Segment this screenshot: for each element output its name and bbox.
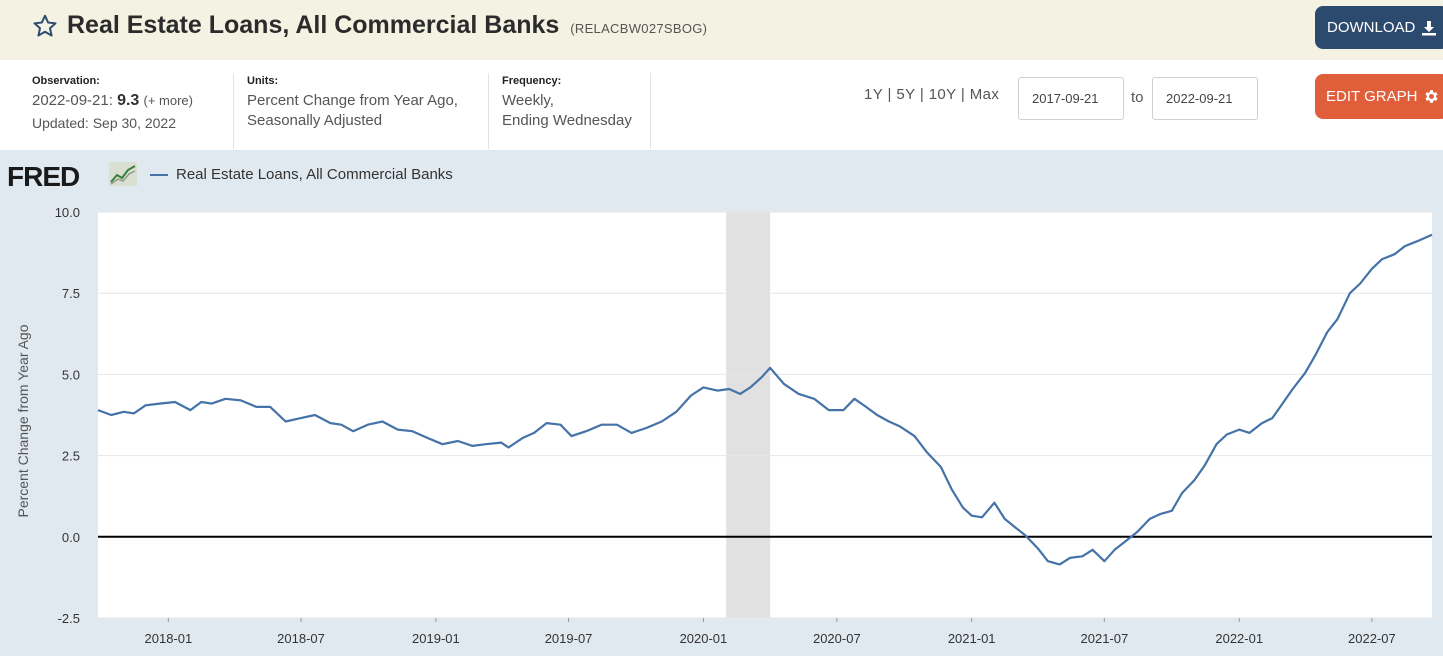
- frequency-block: Frequency: Weekly, Ending Wednesday: [488, 73, 650, 149]
- title-bar: Real Estate Loans, All Commercial Banks …: [0, 0, 1443, 60]
- meta-divider: [650, 73, 651, 149]
- x-tick-label: 2018-01: [145, 631, 193, 646]
- series-title: Real Estate Loans, All Commercial Banks …: [67, 11, 707, 40]
- y-tick-label: 5.0: [62, 367, 80, 382]
- range-1y-link[interactable]: 1Y: [864, 86, 883, 103]
- range-max-link[interactable]: Max: [969, 86, 1000, 103]
- y-axis-label: Percent Change from Year Ago: [15, 324, 31, 517]
- range-sep: |: [887, 86, 892, 103]
- range-links: 1Y | 5Y | 10Y | Max: [864, 86, 999, 103]
- range-5y-link[interactable]: 5Y: [896, 86, 916, 103]
- metadata-bar: Observation: 2022-09-21: 9.3 (+ more) Up…: [0, 60, 1443, 150]
- to-label: to: [1131, 89, 1144, 106]
- observation-label: Observation:: [32, 75, 100, 87]
- chart-legend: Real Estate Loans, All Commercial Banks: [150, 166, 453, 183]
- units-block: Units: Percent Change from Year Ago, Sea…: [233, 73, 488, 149]
- x-tick-label: 2021-01: [948, 631, 996, 646]
- fred-graph-icon: [109, 162, 137, 186]
- edit-graph-label: EDIT GRAPH: [1326, 88, 1418, 105]
- x-tick-label: 2020-07: [813, 631, 861, 646]
- observation-value-line: 2022-09-21: 9.3 (+ more): [32, 91, 232, 111]
- recession-band: [726, 212, 771, 618]
- download-button[interactable]: DOWNLOAD: [1315, 6, 1443, 49]
- x-tick-label: 2019-07: [545, 631, 593, 646]
- observation-value: 9.3: [117, 92, 140, 109]
- download-icon: [1422, 20, 1437, 35]
- edit-graph-button[interactable]: EDIT GRAPH: [1315, 74, 1443, 119]
- x-tick-label: 2021-07: [1081, 631, 1129, 646]
- series-line: [97, 233, 1433, 566]
- range-sep: |: [960, 86, 966, 103]
- y-tick-label: 7.5: [62, 286, 80, 301]
- y-tick-label: -2.5: [58, 611, 80, 626]
- x-tick-label: 2018-07: [277, 631, 325, 646]
- gear-icon: [1425, 90, 1438, 103]
- star-icon[interactable]: [32, 13, 58, 39]
- end-date-input[interactable]: 2022-09-21: [1152, 77, 1258, 120]
- range-10y-link[interactable]: 10Y: [928, 86, 957, 103]
- units-label: Units:: [247, 75, 279, 87]
- units-line2: Seasonally Adjusted: [247, 112, 383, 129]
- legend-swatch: [150, 173, 168, 176]
- series-title-text: Real Estate Loans, All Commercial Banks: [67, 11, 560, 39]
- frequency-label: Frequency:: [502, 75, 562, 87]
- chart-area: FRED Real Estate Loans, All Commercial B…: [0, 150, 1443, 656]
- y-tick-label: 10.0: [55, 205, 80, 220]
- x-tick-label: 2022-01: [1215, 631, 1263, 646]
- series-code: (RELACBW027SBOG): [570, 21, 708, 36]
- frequency-line2: Ending Wednesday: [502, 112, 632, 129]
- updated-date: Updated: Sep 30, 2022: [32, 115, 177, 131]
- x-tick-label: 2022-07: [1348, 631, 1396, 646]
- download-button-label: DOWNLOAD: [1327, 19, 1416, 36]
- range-sep: |: [919, 86, 925, 103]
- line-chart: 10.0 7.5 5.0 2.5 0.0 -2.5 2018-01 2018-07 2019-0…: [15, 205, 1433, 646]
- fred-logo: FRED: [7, 161, 80, 192]
- observation-more-link[interactable]: (+ more): [143, 93, 193, 108]
- units-line1: Percent Change from Year Ago,: [247, 92, 458, 109]
- observation-block: Observation: 2022-09-21: 9.3 (+ more) Up…: [32, 73, 232, 149]
- y-tick-label: 2.5: [62, 449, 80, 464]
- frequency-line1: Weekly,: [502, 92, 554, 109]
- start-date-input[interactable]: 2017-09-21: [1018, 77, 1124, 120]
- y-tick-label: 0.0: [62, 530, 80, 545]
- x-tick-label: 2020-01: [680, 631, 728, 646]
- legend-label: Real Estate Loans, All Commercial Banks: [176, 166, 453, 183]
- x-tick-label: 2019-01: [412, 631, 460, 646]
- observation-date: 2022-09-21:: [32, 92, 113, 109]
